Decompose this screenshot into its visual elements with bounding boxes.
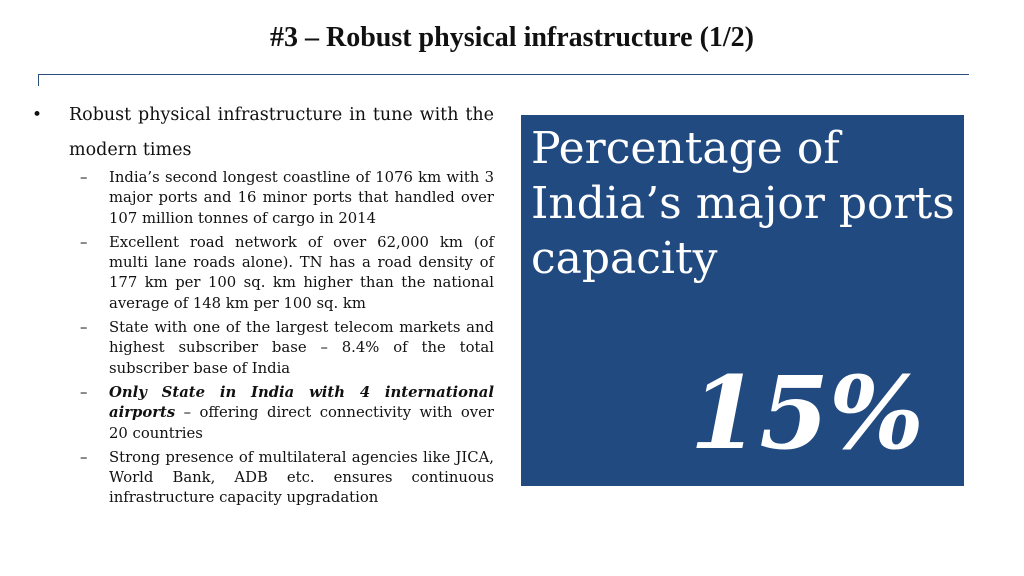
bullet-content: • Robust physical infrastructure in tune… xyxy=(30,98,494,513)
title-divider-line xyxy=(38,74,969,75)
sub-bullet-telecom: – State with one of the largest telecom … xyxy=(30,318,494,379)
callout-value: 15% xyxy=(689,354,924,472)
dash-icon: – xyxy=(80,169,88,186)
dash-icon: – xyxy=(80,233,88,251)
dash-icon: – xyxy=(80,383,88,401)
sub-bullet-airports: – Only State in India with 4 internation… xyxy=(30,383,494,444)
main-bullet-text: Robust physical infrastructure in tune w… xyxy=(69,105,494,160)
sub-bullet-road-network: – Excellent road network of over 62,000 … xyxy=(30,233,494,314)
sub-bullet-emphasis: Only State in India with 4 international… xyxy=(109,383,494,422)
sub-bullet-text: Strong presence of multilateral agencies… xyxy=(109,448,494,507)
sub-bullet-text: Excellent road network of over 62,000 km… xyxy=(109,233,494,312)
slide-title: #3 – Robust physical infrastructure (1/2… xyxy=(269,22,755,53)
dash-icon: – xyxy=(80,319,88,337)
ports-capacity-callout: Percentage of India’s major ports capaci… xyxy=(521,115,964,486)
sub-bullet-list: – India’s second longest coastline of 10… xyxy=(30,168,494,509)
sub-bullet-text: – offering direct connectivity with over… xyxy=(109,404,494,442)
dash-icon: – xyxy=(80,448,88,466)
callout-label: Percentage of India’s major ports capaci… xyxy=(531,123,955,284)
main-bullet: • Robust physical infrastructure in tune… xyxy=(30,98,494,168)
sub-bullet-coastline: – India’s second longest coastline of 10… xyxy=(30,168,494,229)
bullet-dot-icon: • xyxy=(32,105,43,125)
sub-bullet-text: State with one of the largest telecom ma… xyxy=(109,319,494,377)
sub-bullet-agencies: – Strong presence of multilateral agenci… xyxy=(30,448,494,509)
sub-bullet-text: India’s second longest coastline of 1076… xyxy=(109,169,494,227)
title-divider-tick xyxy=(38,74,39,86)
